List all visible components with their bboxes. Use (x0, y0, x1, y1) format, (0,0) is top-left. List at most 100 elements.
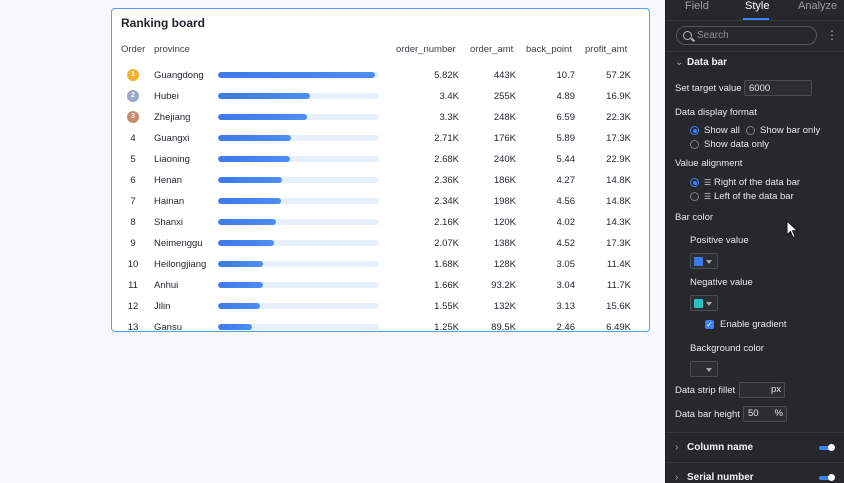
order-number-cell: 2.34K (434, 196, 459, 207)
data-bar-track (218, 282, 379, 288)
table-row[interactable]: 6 Henan 2.36K 186K 4.27 14.8K (112, 170, 649, 191)
data-bar-track (218, 114, 379, 120)
gold-medal-icon: 1 (127, 69, 139, 81)
ranking-board-card[interactable]: Ranking board Order province order_numbe… (111, 8, 650, 332)
positive-color-picker[interactable] (690, 253, 718, 269)
province-cell: Hubei (154, 91, 179, 102)
data-bar-track (218, 219, 379, 225)
column-name-section-header[interactable]: › Column name (675, 442, 753, 453)
value-alignment-label: Value alignment (675, 158, 743, 169)
data-bar-height-input[interactable]: 50 % (743, 406, 787, 422)
table-row[interactable]: 5 Liaoning 2.68K 240K 5.44 22.9K (112, 149, 649, 170)
table-row[interactable]: 9 Neimenggu 2.07K 138K 4.52 17.3K (112, 233, 649, 254)
province-cell: Neimenggu (154, 238, 203, 249)
province-cell: Anhui (154, 280, 179, 291)
back-point-cell: 6.59 (556, 112, 576, 123)
data-bar-track (218, 93, 379, 99)
data-bar-track (218, 135, 379, 141)
table-row[interactable]: 13 Gansu 1.25K 89.5K 2.46 6.49K (112, 317, 649, 332)
radio-show-all[interactable] (690, 126, 699, 135)
back-point-cell: 10.7 (556, 70, 576, 81)
province-cell: Liaoning (154, 154, 190, 165)
data-strip-fillet-input[interactable]: px (739, 382, 785, 398)
data-bar-track (218, 72, 379, 78)
chevron-down-icon: ⌄ (675, 57, 684, 68)
section-divider (666, 432, 844, 433)
province-cell: Guangdong (154, 70, 204, 81)
province-cell: Hainan (154, 196, 185, 207)
radio-left-of-bar[interactable] (690, 192, 699, 201)
right-of-bar-label: Right of the data bar (714, 177, 801, 188)
tab-field[interactable]: Field (685, 0, 709, 12)
order-cell: 11 (128, 280, 138, 291)
order-number-cell: 2.68K (434, 154, 459, 165)
data-bar-track (218, 303, 379, 309)
tab-analyze[interactable]: Analyze (798, 0, 838, 12)
province-cell: Jilin (154, 301, 171, 312)
profit-amt-cell: 15.6K (606, 301, 631, 312)
radio-right-of-bar[interactable] (690, 178, 699, 187)
order-number-cell: 2.36K (434, 175, 459, 186)
back-point-cell: 4.89 (556, 91, 576, 102)
order-cell: 5 (130, 154, 136, 165)
table-row[interactable]: 10 Heilongjiang 1.68K 128K 3.05 11.4K (112, 254, 649, 275)
order-amt-cell: 132K (493, 301, 516, 312)
data-bar-fill (218, 303, 260, 309)
serial-number-toggle[interactable] (819, 474, 835, 481)
data-bar-fill (218, 93, 310, 99)
table-row[interactable]: 8 Shanxi 2.16K 120K 4.02 14.3K (112, 212, 649, 233)
tab-style[interactable]: Style (745, 0, 770, 12)
order-number-cell: 3.4K (439, 91, 459, 102)
background-color-picker[interactable] (690, 361, 718, 377)
table-row[interactable]: 4 Guangxi 2.71K 176K 5.89 17.3K (112, 128, 649, 149)
radio-show-bar-only[interactable] (746, 126, 755, 135)
data-strip-fillet-label: Data strip fillet (675, 385, 736, 396)
positive-value-label: Positive value (690, 235, 749, 246)
data-bar-fill (218, 135, 292, 141)
province-cell: Heilongjiang (154, 259, 207, 270)
data-bar-track (218, 240, 379, 246)
order-amt-cell: 89.5K (491, 322, 516, 332)
column-header-province: province (154, 44, 190, 55)
target-value-input[interactable] (744, 80, 812, 96)
data-bar-track (218, 324, 379, 330)
profit-amt-cell: 14.8K (606, 175, 631, 186)
back-point-cell: 4.02 (556, 217, 576, 228)
table-row[interactable]: 3 Zhejiang 3.3K 248K 6.59 22.3K (112, 107, 649, 128)
chevron-right-icon: › (675, 442, 679, 453)
table-row[interactable]: 2 Hubei 3.4K 255K 4.89 16.9K (112, 86, 649, 107)
province-cell: Zhejiang (154, 112, 191, 123)
table-row[interactable]: 1 Guangdong 5.82K 443K 10.7 57.2K (112, 65, 649, 86)
profit-amt-cell: 57.2K (606, 70, 631, 81)
order-amt-cell: 186K (493, 175, 516, 186)
search-input[interactable] (697, 29, 812, 42)
table-row[interactable]: 7 Hainan 2.34K 198K 4.56 14.8K (112, 191, 649, 212)
column-header-order-amt: order_amt (470, 44, 514, 55)
data-bar-fill (218, 240, 274, 246)
column-header-back-point: back_point (526, 44, 572, 55)
table-row[interactable]: 11 Anhui 1.66K 93.2K 3.04 11.7K (112, 275, 649, 296)
data-bar-fill (218, 219, 277, 225)
column-name-title: Column name (687, 442, 754, 453)
serial-number-title: Serial number (687, 472, 754, 483)
search-box[interactable] (676, 26, 817, 45)
profit-amt-cell: 16.9K (606, 91, 631, 102)
dropdown-arrow-icon (706, 302, 712, 306)
data-bar-fill (218, 177, 282, 183)
data-bar-fill (218, 156, 291, 162)
radio-show-data-only[interactable] (690, 140, 699, 149)
province-cell: Shanxi (154, 217, 184, 228)
data-bar-section-header[interactable]: ⌄ Data bar (675, 57, 727, 68)
serial-number-section-header[interactable]: › Serial number (675, 472, 754, 483)
profit-amt-cell: 22.9K (606, 154, 631, 165)
order-number-cell: 1.68K (434, 259, 459, 270)
order-amt-cell: 120K (493, 217, 516, 228)
profit-amt-cell: 17.3K (606, 133, 631, 144)
enable-gradient-checkbox[interactable]: ✓ (705, 320, 714, 329)
table-row[interactable]: 12 Jilin 1.55K 132K 3.13 15.6K (112, 296, 649, 317)
column-name-toggle[interactable] (819, 444, 835, 451)
order-amt-cell: 443K (493, 70, 516, 81)
more-options-icon[interactable]: ⋮ (826, 28, 838, 42)
left-of-bar-option: ☰ Left of the data bar (704, 191, 794, 202)
negative-color-picker[interactable] (690, 295, 718, 311)
